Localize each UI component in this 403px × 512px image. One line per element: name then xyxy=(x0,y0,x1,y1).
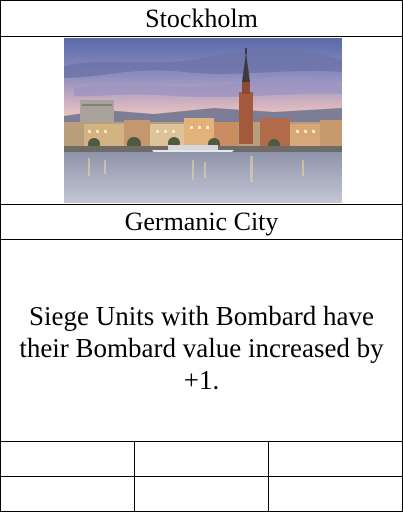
rules-text: Siege Units with Bombard have their Bomb… xyxy=(19,300,384,395)
city-artwork xyxy=(64,38,342,203)
rules-box: Siege Units with Bombard have their Bomb… xyxy=(1,240,402,442)
art-frame xyxy=(1,37,402,205)
card-title: Stockholm xyxy=(1,1,402,37)
stat-cell xyxy=(269,442,402,477)
stat-cell xyxy=(1,477,135,511)
stat-cell xyxy=(1,442,135,477)
stats-grid xyxy=(1,442,402,511)
stat-cell xyxy=(135,442,269,477)
card-type-line: Germanic City xyxy=(1,205,402,240)
stat-cell xyxy=(269,477,402,511)
stat-cell xyxy=(135,477,269,511)
